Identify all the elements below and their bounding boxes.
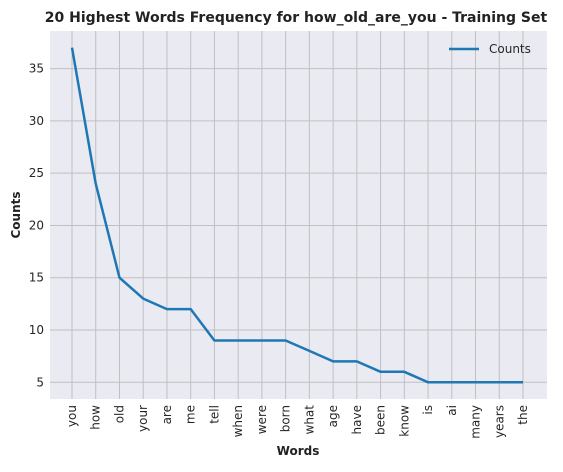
y-tick-label: 30: [29, 114, 44, 128]
x-tick-label: you: [65, 405, 79, 427]
x-tick-label: ai: [445, 405, 459, 416]
x-tick-label: me: [184, 405, 198, 424]
y-tick-label: 35: [29, 62, 44, 76]
series-line-counts: [70, 47, 523, 384]
y-tick-labels: 5 10 15 20 25 30 35: [29, 62, 44, 390]
x-tick-label: is: [421, 405, 435, 415]
x-tick-label: were: [255, 405, 269, 434]
x-tick-label: old: [112, 405, 126, 423]
x-tick-label: your: [136, 405, 150, 432]
x-axis-label: Words: [277, 444, 320, 458]
x-tick-label: have: [350, 405, 364, 434]
y-axis-label: Counts: [9, 191, 23, 238]
y-tick-label: 5: [36, 375, 44, 389]
x-tick-label: years: [492, 405, 506, 438]
x-tick-label: born: [279, 405, 293, 432]
y-tick-label: 20: [29, 218, 44, 232]
x-tick-label: what: [302, 405, 316, 435]
chart-title: 20 Highest Words Frequency for how_old_a…: [45, 10, 548, 26]
grid-lines: [50, 31, 547, 399]
legend-label: Counts: [489, 42, 531, 56]
x-tick-label: age: [326, 405, 340, 427]
x-tick-label: the: [516, 405, 530, 425]
y-tick-label: 15: [29, 271, 44, 285]
legend: Counts: [449, 42, 531, 56]
plot-area: [50, 31, 547, 399]
x-tick-labels: you how old your are me tell when were born what ag…: [65, 405, 530, 439]
series-layer: [70, 47, 523, 384]
x-tick-label: tell: [207, 405, 221, 424]
x-tick-label: been: [374, 405, 388, 435]
x-tick-label: know: [397, 405, 411, 437]
y-tick-label: 25: [29, 166, 44, 180]
y-tick-label: 10: [29, 323, 44, 337]
x-tick-label: how: [89, 405, 103, 430]
x-tick-label: many: [469, 405, 483, 439]
x-tick-label: are: [160, 405, 174, 424]
x-tick-label: when: [231, 405, 245, 437]
